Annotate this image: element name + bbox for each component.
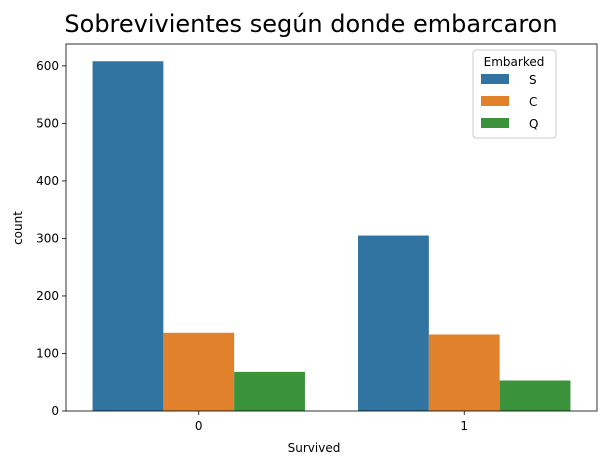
y-tick-label: 200 <box>36 289 59 303</box>
x-tick-label: 1 <box>460 419 468 433</box>
bar-S-0 <box>92 61 164 412</box>
legend: Embarked SCQ <box>472 49 557 139</box>
legend-label-S: S <box>529 73 537 87</box>
y-tick-label: 500 <box>36 116 59 130</box>
legend-swatch-Q <box>481 118 509 128</box>
bar-C-1 <box>428 334 500 411</box>
bar-Q-1 <box>499 380 571 411</box>
plot-frame <box>65 43 598 412</box>
legend-label-Q: Q <box>529 117 538 131</box>
bar-Q-0 <box>234 371 305 411</box>
x-axis-label: Survived <box>288 441 341 455</box>
y-tick-label: 600 <box>36 59 59 73</box>
legend-title: Embarked <box>484 55 545 69</box>
bar-S-1 <box>358 235 429 411</box>
legend-items: SCQ <box>481 73 538 131</box>
legend-label-C: C <box>529 95 537 109</box>
y-tick-label: 300 <box>36 231 59 245</box>
legend-frame <box>472 49 557 139</box>
y-tick-label: 0 <box>51 404 59 418</box>
y-axis: 0 100 200 300 400 500 600 <box>36 59 66 418</box>
legend-swatch-S <box>481 74 509 84</box>
legend-swatch-C <box>481 96 509 106</box>
x-tick-label: 0 <box>195 419 203 433</box>
y-tick-label: 400 <box>36 174 59 188</box>
y-axis-label: count <box>11 211 25 245</box>
bars-group <box>92 61 571 412</box>
y-tick-label: 100 <box>36 346 59 360</box>
bar-C-0 <box>163 332 235 411</box>
chart-title: Sobrevivientes según donde embarcaron <box>64 10 557 38</box>
